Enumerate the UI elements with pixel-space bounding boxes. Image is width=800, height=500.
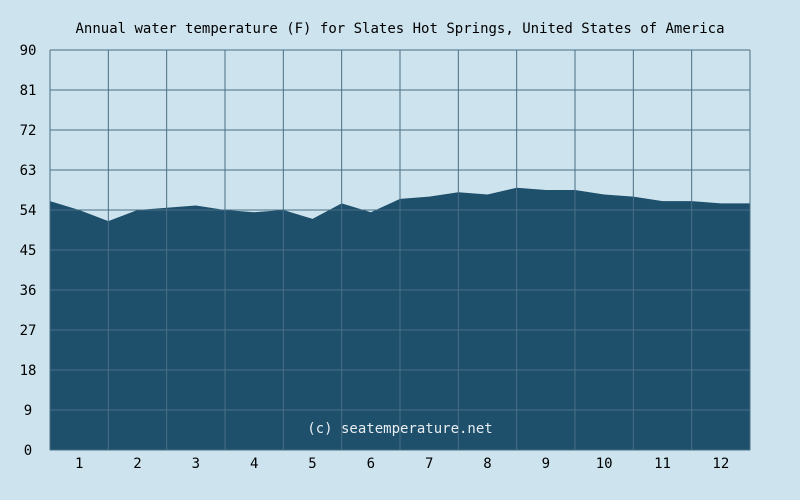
x-tick-label: 1 <box>75 456 83 472</box>
x-tick-label: 11 <box>654 456 671 472</box>
x-tick-label: 8 <box>483 456 491 472</box>
x-tick-label: 5 <box>308 456 316 472</box>
x-tick-label: 12 <box>712 456 729 472</box>
y-tick-label: 36 <box>20 283 37 299</box>
y-tick-label: 9 <box>24 403 32 419</box>
chart-title: Annual water temperature (F) for Slates … <box>75 21 724 37</box>
y-tick-label: 81 <box>20 83 37 99</box>
x-tick-label: 9 <box>542 456 550 472</box>
y-tick-label: 63 <box>20 163 37 179</box>
x-tick-label: 2 <box>133 456 141 472</box>
x-tick-label: 6 <box>367 456 375 472</box>
y-tick-label: 54 <box>20 203 37 219</box>
x-tick-label: 3 <box>192 456 200 472</box>
x-tick-label: 7 <box>425 456 433 472</box>
y-tick-label: 27 <box>20 323 37 339</box>
x-tick-label: 4 <box>250 456 258 472</box>
y-tick-label: 72 <box>20 123 37 139</box>
y-tick-label: 18 <box>20 363 37 379</box>
y-tick-label: 0 <box>24 443 32 459</box>
watermark-text: (c) seatemperature.net <box>307 421 492 437</box>
x-tick-label: 10 <box>596 456 613 472</box>
y-tick-label: 90 <box>20 43 37 59</box>
y-tick-label: 45 <box>20 243 37 259</box>
